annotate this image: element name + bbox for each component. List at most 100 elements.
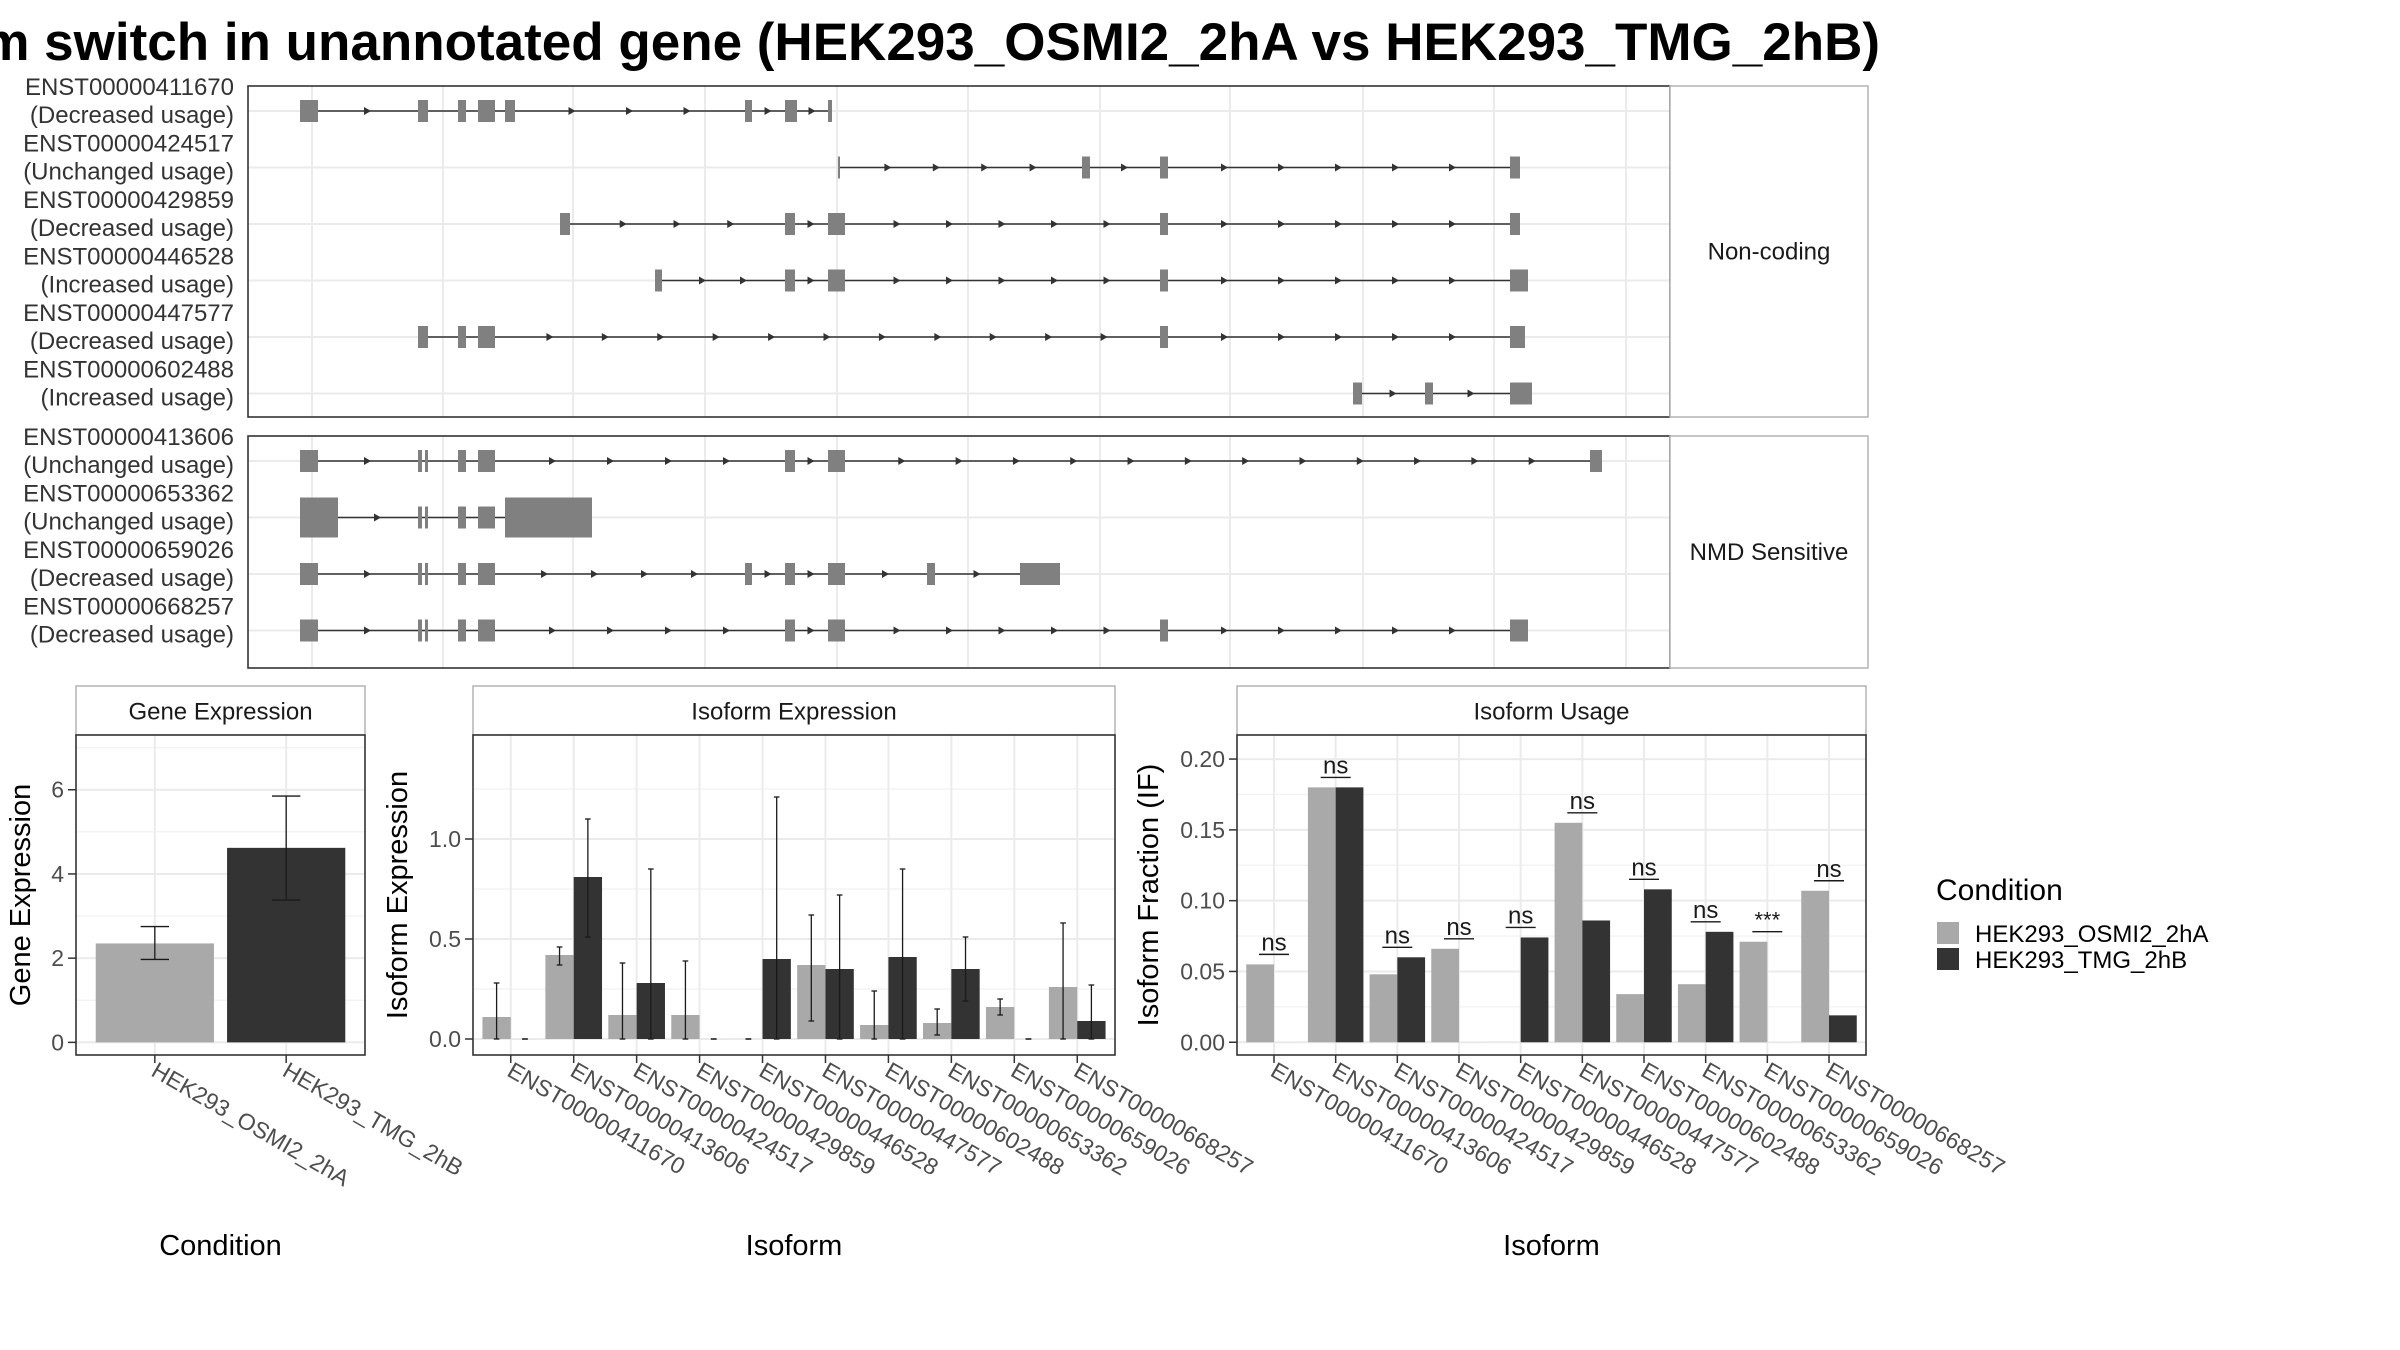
bar [1246, 964, 1274, 1043]
exon [1510, 269, 1528, 292]
transcript-usage-label: (Increased usage) [41, 385, 234, 412]
intron-arrow [607, 457, 614, 465]
y-tick-label: 4 [51, 861, 64, 887]
legend-title: Condition [1936, 874, 2063, 907]
intron-arrow [893, 626, 901, 635]
exon [458, 506, 466, 529]
transcript-id-label: ENST00000429859 [23, 187, 234, 214]
bar [1739, 941, 1768, 1043]
exon [458, 326, 466, 348]
intron-arrow [1449, 333, 1456, 341]
intron-arrow [973, 570, 981, 578]
bar [1801, 890, 1829, 1043]
bar [1582, 920, 1611, 1043]
intron-arrow [683, 107, 691, 115]
exon [828, 563, 845, 585]
y-axis-title: Gene Expression [5, 784, 37, 1006]
transcript-id-label: ENST00000446528 [23, 244, 234, 271]
exon [478, 450, 495, 472]
exon [1510, 156, 1520, 179]
bar [1554, 822, 1583, 1043]
structure-panel-bg [248, 86, 1670, 417]
exon [478, 563, 495, 585]
intron-arrow [546, 333, 554, 341]
intron-arrow [893, 220, 901, 228]
exon [1510, 326, 1525, 348]
intron-arrow [946, 626, 953, 635]
intron-arrow [1278, 163, 1285, 172]
transcript-usage-label: (Decreased usage) [30, 102, 234, 129]
y-tick-label: 6 [51, 777, 64, 803]
intron-arrow [946, 220, 953, 228]
intron-arrow [998, 276, 1006, 285]
significance-label: ns [1816, 856, 1841, 883]
intron-arrow [932, 163, 940, 172]
intron-arrow [1449, 163, 1456, 172]
intron-arrow [619, 220, 627, 228]
exon [785, 619, 795, 642]
transcript-id-label: ENST00000411670 [25, 74, 234, 101]
intron-arrow [882, 570, 889, 578]
facet-label: NMD Sensitive [1690, 539, 1849, 566]
intron-arrow [364, 570, 371, 578]
panel-title: Isoform Usage [1473, 699, 1629, 726]
transcript-id-label: ENST00000653362 [23, 481, 234, 508]
exon [1510, 382, 1532, 405]
exon [418, 619, 422, 642]
intron-arrow [807, 457, 815, 465]
intron-arrow [1449, 220, 1456, 228]
intron-arrow [764, 107, 772, 115]
exon [785, 269, 795, 292]
intron-arrow [934, 333, 942, 341]
exon [458, 450, 466, 472]
intron-arrow [1392, 220, 1399, 228]
intron-arrow [955, 457, 963, 465]
transcript-usage-label: (Increased usage) [41, 272, 234, 299]
intron-arrow [1045, 333, 1053, 341]
intron-arrow [1392, 276, 1399, 285]
intron-arrow [1335, 163, 1342, 172]
y-tick-label: 0.10 [1180, 888, 1225, 914]
intron-arrow [1392, 626, 1399, 635]
intron-arrow [1356, 457, 1364, 465]
intron-arrow [723, 626, 730, 635]
exon [300, 100, 318, 122]
y-tick-label: 0.00 [1180, 1029, 1225, 1055]
exon [425, 563, 428, 585]
exon [1590, 450, 1602, 472]
exon [418, 100, 428, 122]
transcript-id-label: ENST00000424517 [23, 131, 234, 158]
bar [1644, 889, 1672, 1043]
exon [505, 497, 592, 538]
intron-arrow [823, 333, 831, 341]
exon [418, 326, 428, 348]
exon [458, 563, 466, 585]
intron-arrow [1299, 457, 1307, 465]
exon [785, 450, 795, 472]
exon [560, 213, 570, 235]
significance-label: ns [1323, 752, 1348, 779]
intron-arrow [808, 107, 816, 115]
transcript-usage-label: (Decreased usage) [30, 215, 234, 242]
significance-label: *** [1754, 908, 1780, 933]
intron-arrow [568, 107, 576, 115]
intron-arrow [1029, 163, 1037, 172]
intron-arrow [981, 163, 989, 172]
isoform-usage-panel: Isoform Usage ns ns ns ns ns ns ns ns *** ns 0.00 0.… [1133, 685, 2009, 1262]
intron-arrow [1184, 457, 1192, 465]
transcript-id-label: ENST00000668257 [23, 594, 234, 621]
bar [1829, 1015, 1857, 1043]
intron-arrow [1449, 626, 1456, 635]
intron-arrow [1278, 276, 1285, 285]
significance-label: ns [1261, 929, 1286, 956]
intron-arrow [374, 513, 381, 522]
intron-arrow [807, 276, 815, 285]
intron-arrow [691, 570, 698, 578]
y-tick-label: 0.05 [1180, 958, 1225, 984]
intron-arrow [1103, 220, 1111, 228]
bar [1705, 931, 1734, 1043]
y-tick-label: 0.0 [429, 1026, 461, 1052]
